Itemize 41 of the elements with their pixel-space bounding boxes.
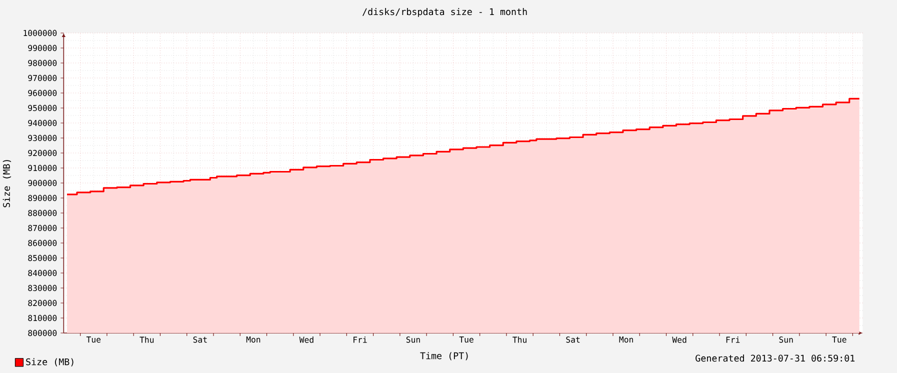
y-tick-label: 840000: [28, 270, 57, 276]
x-axis-title: Time (PT): [420, 352, 468, 360]
y-tick-label: 820000: [28, 300, 57, 306]
x-tick-label: Sun: [779, 336, 793, 343]
x-tick-label: Mon: [246, 336, 260, 343]
y-axis-title: Size (MB): [2, 160, 12, 208]
y-tick-label: 910000: [28, 164, 57, 172]
chart-title: /disks/rbspdata size - 1 month: [362, 8, 527, 17]
y-tick-label: 860000: [28, 240, 57, 246]
y-tick-label: 970000: [28, 74, 57, 82]
y-tick-label: 850000: [28, 254, 57, 262]
y-tick-label: 990000: [28, 44, 57, 52]
x-tick-label: Thu: [512, 336, 526, 343]
x-tick-label: Mon: [619, 336, 633, 343]
x-tick-label: Tue: [459, 336, 474, 343]
x-tick-label: Thu: [140, 336, 154, 343]
y-tick-label: 830000: [28, 284, 57, 292]
x-tick-label: Wed: [672, 336, 686, 343]
y-tick-label: 800000: [28, 330, 57, 336]
y-tick-label: 980000: [28, 60, 57, 66]
y-tick-label: 930000: [28, 134, 57, 142]
x-tick-label: Tue: [86, 336, 101, 343]
text: Generated 2013-07-31 06:59:01: [696, 354, 855, 362]
x-tick-label: Sun: [406, 336, 420, 343]
x-tick-label: Fri: [354, 336, 367, 343]
y-tick-label: 880000: [28, 210, 57, 216]
x-tick-label: Tue: [832, 336, 846, 343]
y-tick-label: 870000: [28, 224, 57, 232]
legend-label: Size (MB): [26, 358, 74, 366]
y-tick-label: 940000: [28, 120, 57, 126]
y-tick-label: 810000: [28, 314, 57, 322]
y-tick-label: 1000000: [24, 30, 57, 36]
y-tick-label: 950000: [28, 104, 57, 112]
y-tick-label: 960000: [28, 90, 57, 96]
x-tick-label: Wed: [299, 336, 314, 343]
x-tick-label: Fri: [726, 336, 740, 343]
y-tick-label: 890000: [28, 194, 57, 202]
x-tick-label: Sat: [566, 336, 580, 343]
x-tick-label: Sat: [193, 336, 207, 343]
y-tick-label: 920000: [28, 150, 57, 156]
y-tick-label: 900000: [28, 180, 57, 186]
